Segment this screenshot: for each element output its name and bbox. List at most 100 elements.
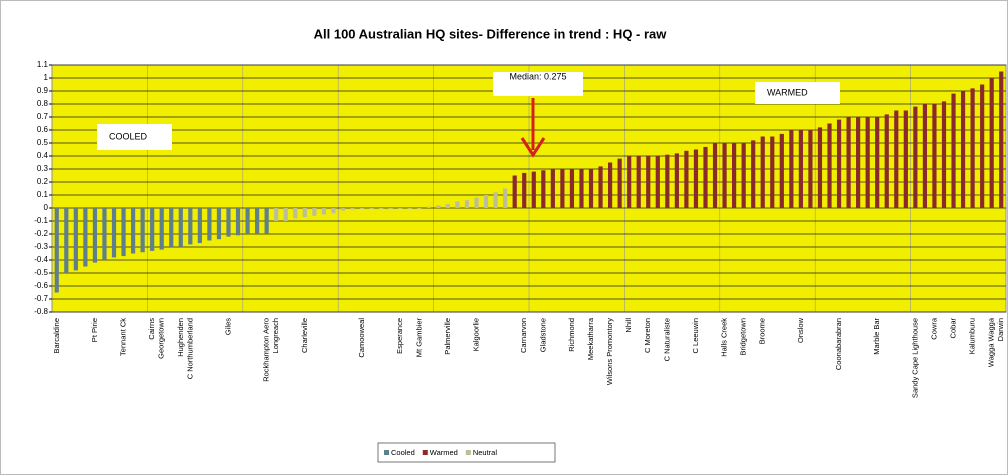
x-tick-label: Hughenden <box>176 318 185 357</box>
bar <box>283 208 288 221</box>
bar <box>359 208 365 209</box>
bar <box>865 117 870 208</box>
bar <box>178 208 183 247</box>
bar <box>722 143 727 208</box>
bar <box>493 192 498 208</box>
x-tick-label: Nhill <box>624 318 633 333</box>
bar <box>503 188 508 208</box>
x-tick-label: Kalumburu <box>968 318 977 354</box>
x-tick-label: C Naturaliste <box>662 318 671 361</box>
bar <box>150 208 155 251</box>
bar <box>130 208 136 254</box>
bar <box>302 208 307 218</box>
bar <box>627 156 632 208</box>
y-tick-label: 0.1 <box>37 190 49 199</box>
y-tick-label: 0 <box>44 203 49 212</box>
bar <box>169 208 174 247</box>
bar <box>951 93 956 208</box>
bar <box>903 110 908 208</box>
bar <box>770 136 775 208</box>
bar <box>531 171 536 208</box>
bar <box>417 208 422 209</box>
legend-swatch <box>422 450 428 455</box>
x-tick-label: Cobar <box>949 318 958 339</box>
x-tick-label: Richmond <box>567 318 576 352</box>
bar <box>741 143 746 208</box>
y-tick-label: -0.5 <box>34 268 48 277</box>
y-tick-label: -0.2 <box>34 229 48 238</box>
y-tick-label: -0.7 <box>34 294 48 303</box>
x-tick-label: Marble Bar <box>872 318 881 355</box>
bar <box>808 130 813 208</box>
bar <box>188 208 193 245</box>
bar <box>54 208 59 293</box>
y-tick-label: 0.3 <box>37 164 49 173</box>
bar <box>636 156 641 208</box>
x-tick-label: Halls Creek <box>720 318 729 357</box>
x-tick-label: Sandy Cape Lighthouse <box>910 318 919 398</box>
x-tick-label: Wilsons Promontory <box>605 318 614 385</box>
bar <box>541 170 546 208</box>
y-tick-label: -0.8 <box>34 307 48 316</box>
bar <box>73 208 78 271</box>
bar <box>455 201 460 208</box>
bar <box>235 208 241 236</box>
x-tick-label: Coonabarabran <box>834 318 843 370</box>
y-tick-label: 0.7 <box>37 112 49 121</box>
y-tick-label: 0.9 <box>37 86 49 95</box>
bar <box>312 208 317 216</box>
bar <box>340 208 346 211</box>
bar <box>245 208 250 234</box>
x-tick-label: Charleville <box>300 318 309 353</box>
annotation: WARMED <box>767 87 808 97</box>
x-tick-label: Gladstone <box>538 318 547 352</box>
bar <box>64 208 69 273</box>
x-tick-label: Camooweal <box>357 318 366 358</box>
bar <box>569 169 575 208</box>
bar <box>751 140 756 208</box>
bar <box>884 114 889 208</box>
bar <box>512 175 517 208</box>
bar <box>588 169 594 208</box>
bar <box>999 71 1004 208</box>
x-tick-label: Esperance <box>395 318 404 354</box>
bar <box>856 117 861 208</box>
bar <box>960 91 966 208</box>
bar <box>655 156 660 208</box>
bar <box>274 208 279 221</box>
x-tick-label: Carnarvon <box>519 318 528 353</box>
bar <box>980 84 985 208</box>
x-tick-label: Pt Pirie <box>90 318 99 342</box>
annotation: COOLED <box>109 131 148 141</box>
y-tick-label: 0.8 <box>37 99 49 108</box>
bar <box>970 88 975 208</box>
chart-title: All 100 Australian HQ sites- Difference … <box>314 26 668 41</box>
bar <box>684 150 689 208</box>
legend-label: Cooled <box>391 448 415 457</box>
y-tick-label: 0.2 <box>37 177 49 186</box>
bar <box>560 169 565 208</box>
bar <box>255 208 260 234</box>
x-tick-label: C Northumberland <box>185 318 194 379</box>
bar <box>913 106 918 208</box>
bar <box>789 130 794 208</box>
x-tick-label: Broome <box>758 318 767 344</box>
y-tick-label: 0.4 <box>37 151 49 160</box>
annotation-box <box>97 124 172 150</box>
bar <box>693 149 699 208</box>
bar <box>894 110 899 208</box>
y-tick-label: 0.6 <box>37 125 49 134</box>
bar <box>207 208 212 241</box>
bar <box>674 153 679 208</box>
x-tick-label: Rockhampton Aero <box>262 318 271 382</box>
x-tick-label: Barcaldine <box>52 318 61 353</box>
bar <box>398 208 403 209</box>
legend-label: Neutral <box>473 448 498 457</box>
legend-swatch <box>384 450 389 455</box>
bar <box>464 200 470 208</box>
bar <box>817 127 823 208</box>
x-tick-label: Mt Gambier <box>414 318 423 358</box>
bar <box>836 119 842 208</box>
bar <box>216 208 222 240</box>
